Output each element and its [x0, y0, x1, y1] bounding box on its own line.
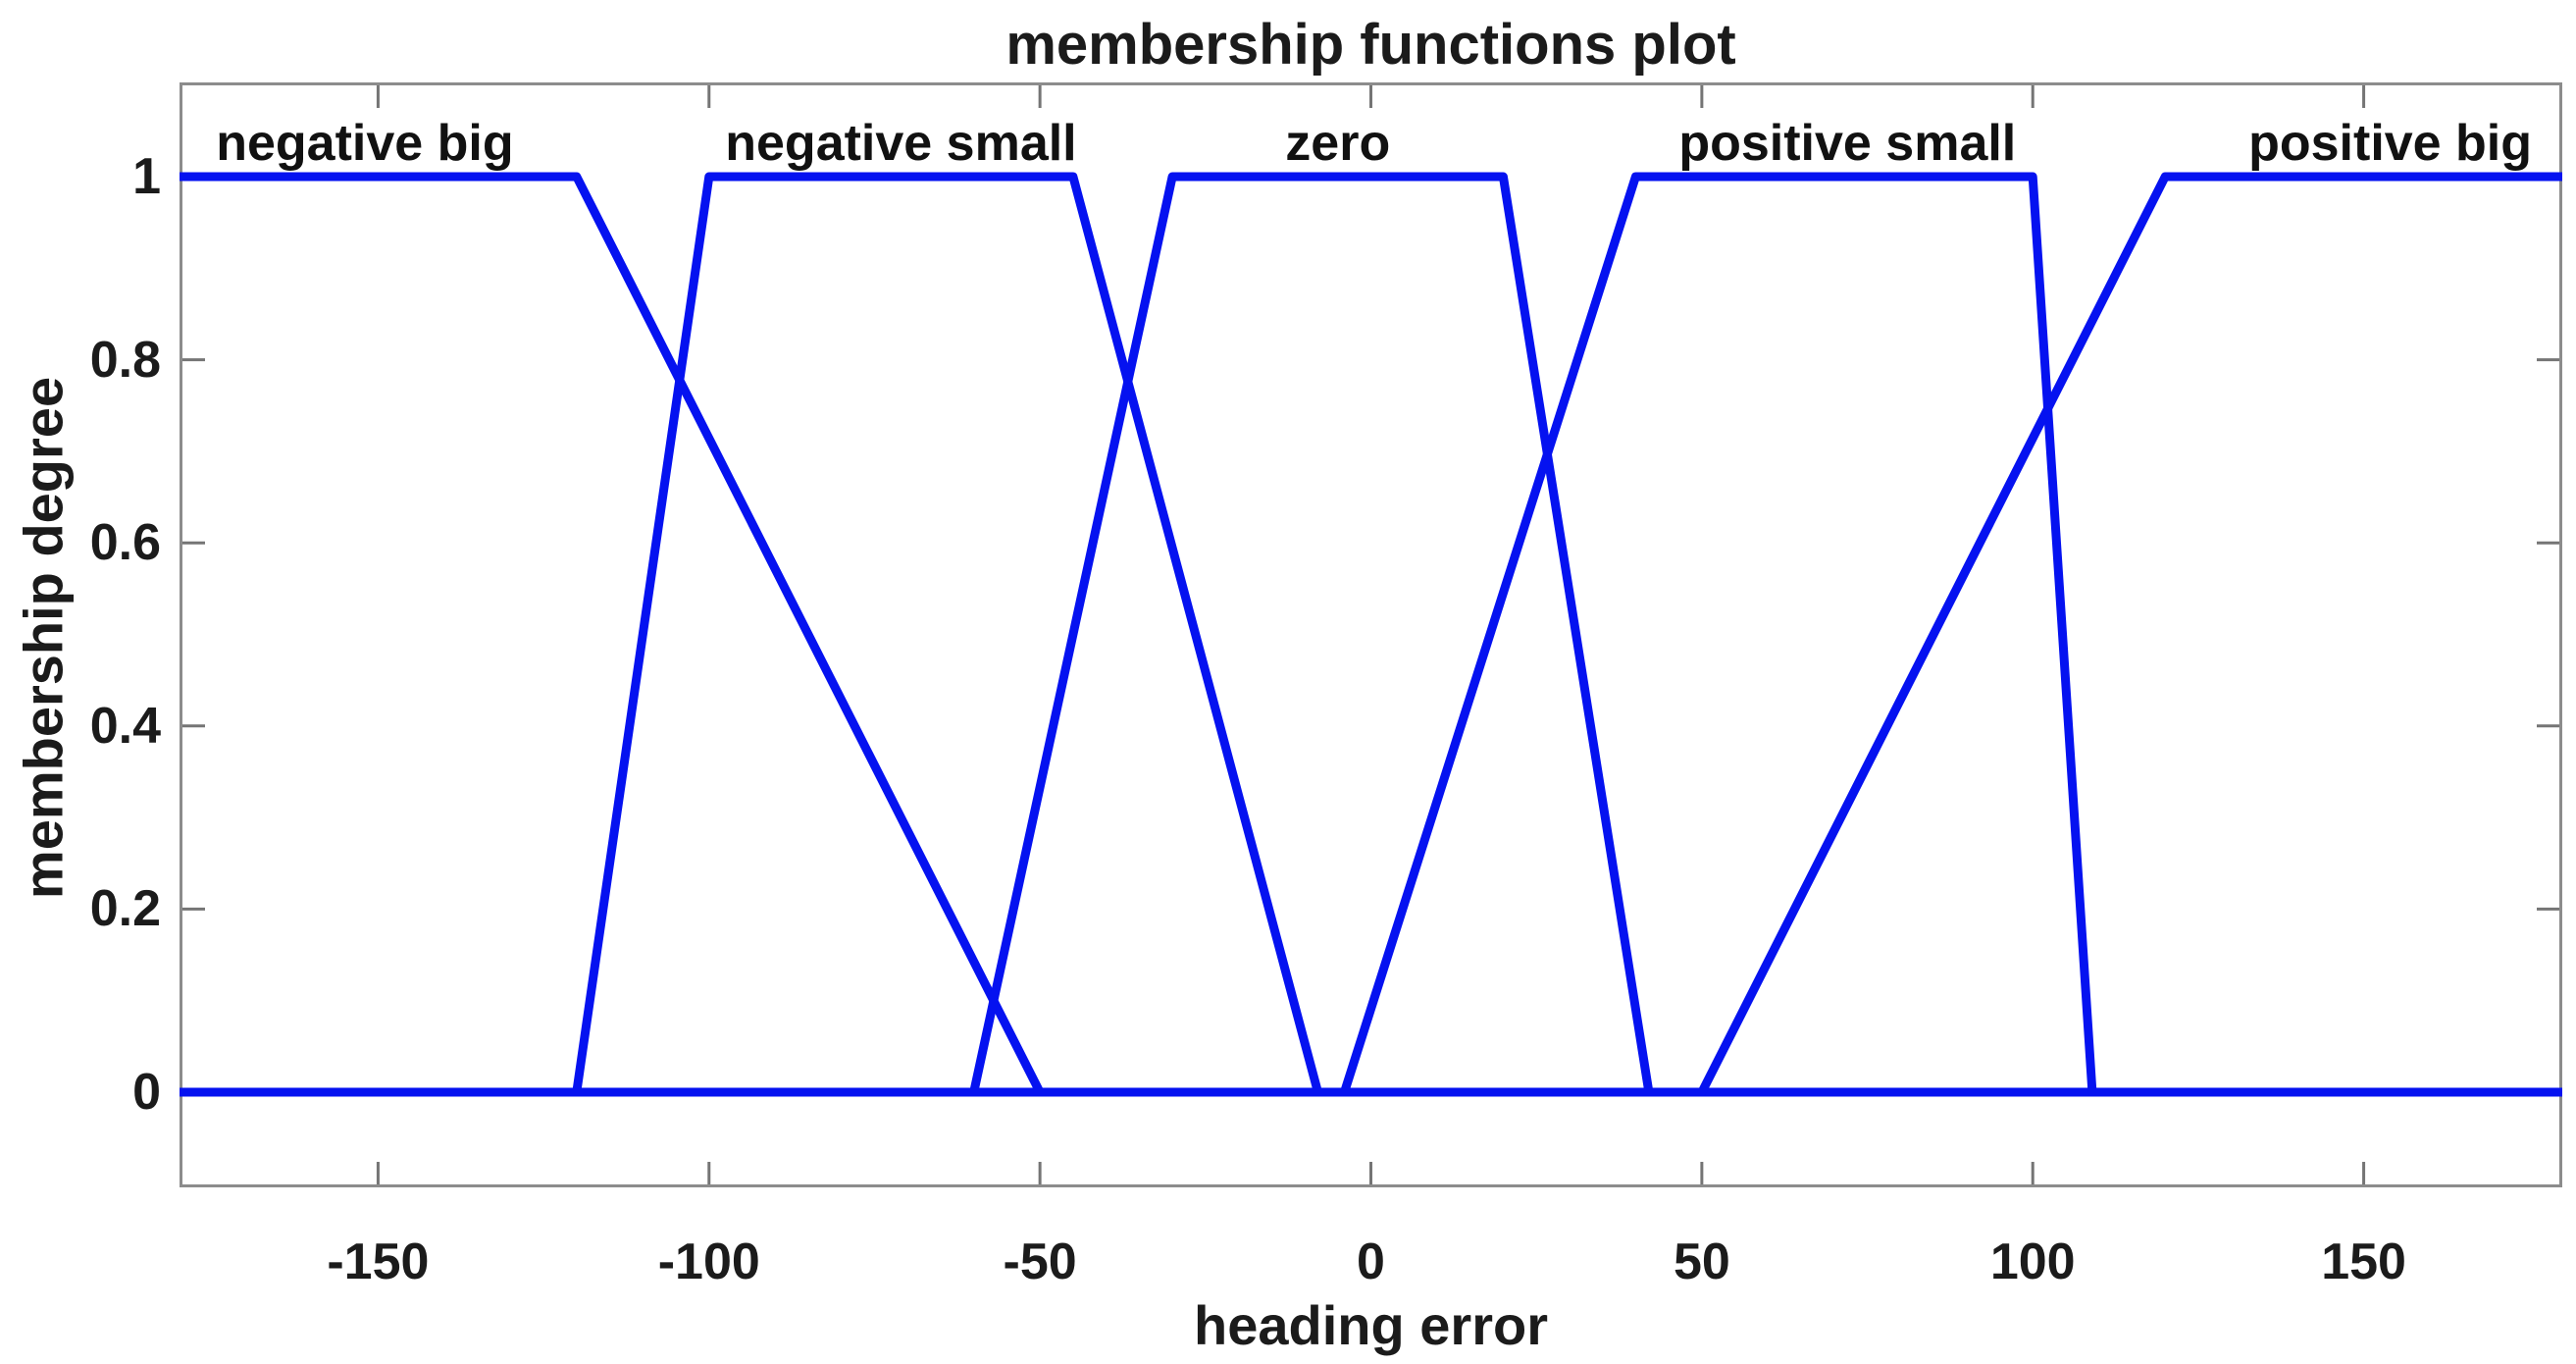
- x-tick-label: 100: [1989, 1233, 2076, 1290]
- mf-label-positive-small: positive small: [1678, 115, 2017, 172]
- y-tick-label: 0.2: [89, 880, 161, 938]
- mf-label-positive-big: positive big: [2248, 115, 2533, 172]
- x-tick-label: -50: [1003, 1233, 1077, 1290]
- chart-title: membership functions plot: [1005, 13, 1736, 77]
- mf-curve-positive-big: [180, 172, 2562, 1097]
- x-tick-label: 50: [1673, 1233, 1730, 1290]
- y-tick-label: 0: [132, 1064, 161, 1121]
- y-axis-label: membership degree: [12, 376, 75, 900]
- x-tick-label: -150: [327, 1233, 430, 1290]
- y-tick-label: 0.8: [89, 331, 161, 389]
- axis-box: [180, 82, 2562, 1187]
- x-tick-label: -100: [657, 1233, 760, 1290]
- mf-label-negative-big: negative big: [216, 115, 514, 172]
- y-tick-label: 0.6: [89, 514, 161, 572]
- y-tick-label: 0.4: [89, 697, 161, 755]
- mf-curve-negative-big: [180, 172, 2562, 1097]
- mf-label-negative-small: negative small: [725, 115, 1077, 172]
- plot-area: [180, 82, 2562, 1187]
- x-axis-label: heading error: [1194, 1294, 1548, 1356]
- mf-curve-positive-small: [180, 172, 2562, 1097]
- mf-curve-negative-small: [180, 172, 2562, 1097]
- mf-label-zero: zero: [1285, 115, 1391, 172]
- mf-curve-zero: [180, 172, 2562, 1097]
- y-tick-label: 1: [132, 148, 161, 205]
- x-tick-label: 0: [1357, 1233, 1385, 1290]
- x-tick-label: 150: [2321, 1233, 2406, 1290]
- membership-functions-plot: [180, 82, 2562, 1187]
